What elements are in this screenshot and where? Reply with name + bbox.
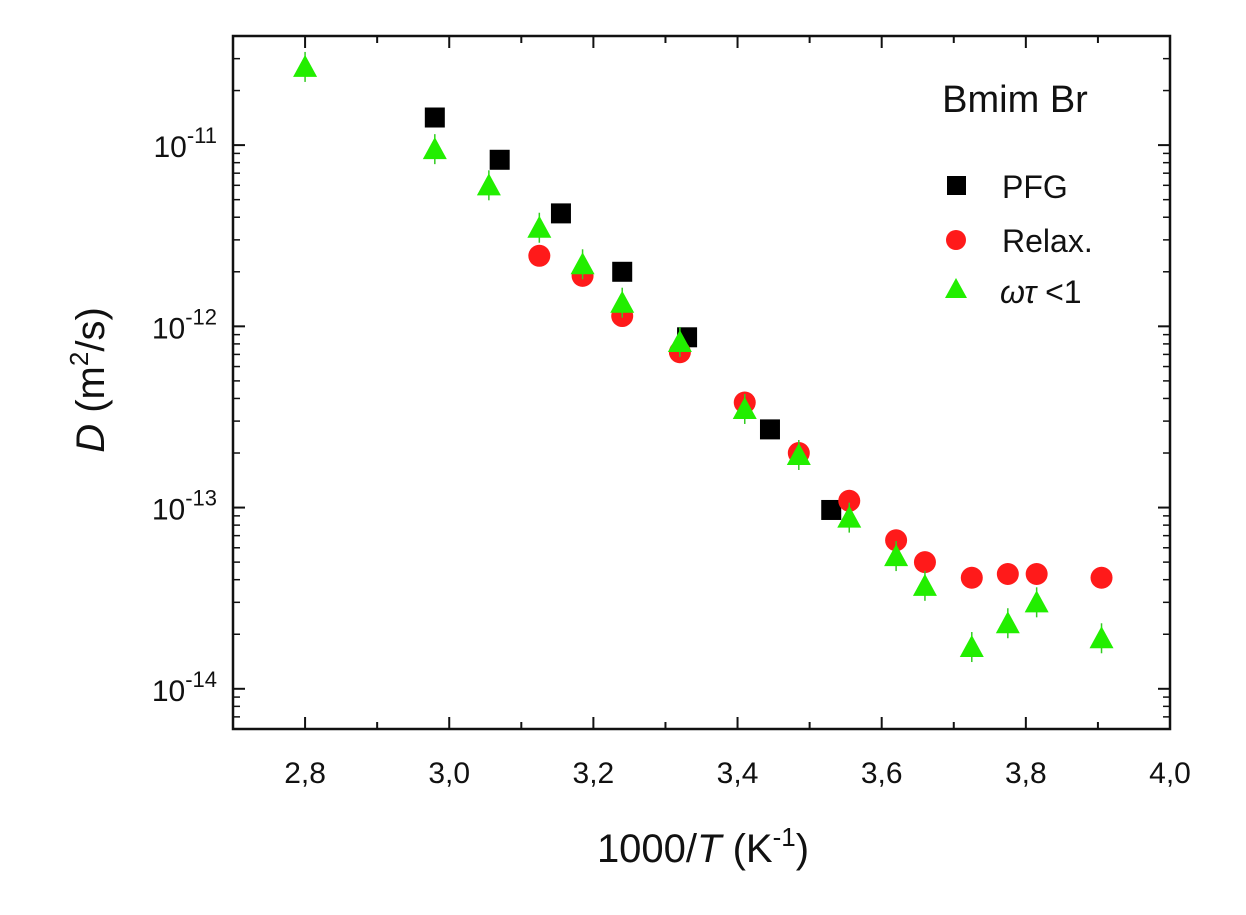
omega-tau-point [1024, 590, 1049, 613]
y-tick-label-base: 10 [152, 312, 185, 345]
x-tick-label: 3,4 [717, 757, 759, 790]
y-tick-label-exponent: -14 [185, 667, 217, 692]
y-tick-label: 10-13 [152, 486, 217, 527]
omega-tau-point [837, 505, 862, 528]
x-tick-label: 3,8 [1005, 757, 1047, 790]
x-axis-label: 1000/T (K-1) [597, 822, 809, 871]
relax-point [913, 551, 936, 574]
y-axis-label-unit-exponent: 2 [64, 352, 94, 366]
relax-point [1025, 562, 1048, 585]
legend-label-omega-tau: ωτ <1 [1000, 274, 1082, 310]
relax-point [960, 566, 983, 589]
x-tick-label: 4,0 [1149, 757, 1191, 790]
relax-point [1090, 566, 1113, 589]
omega-tau-point [959, 635, 984, 658]
axis-ticks: 2,8 3,0 3,2 3,4 3,6 3,8 4,010-1110-1210-1310-1… [152, 35, 1191, 790]
x-axis-label-unit-close: ) [796, 827, 809, 871]
omega-tau-point [667, 329, 692, 352]
legend: PFG Relax. ωτ <1 [945, 169, 1093, 310]
legend-marker-omega-tau [945, 278, 967, 298]
omega-tau-point [786, 443, 811, 466]
relax-point [996, 562, 1019, 585]
y-axis-label-variable: D [69, 424, 113, 453]
x-tick-label: 3,6 [861, 757, 903, 790]
legend-marker-pfg [947, 176, 966, 195]
plot-frame [231, 34, 1172, 731]
y-tick-label-exponent: -12 [185, 304, 217, 329]
y-tick-label-exponent: -13 [185, 486, 217, 511]
y-axis-label-unit-open: (m [69, 366, 113, 424]
relax-point [528, 244, 551, 267]
data-marks [293, 51, 1114, 663]
omega-tau-point [570, 252, 595, 275]
pfg-point [821, 499, 842, 520]
omega-tau-point [610, 290, 635, 313]
omega-tau-point [293, 54, 318, 77]
pfg-point [489, 149, 510, 170]
legend-marker-relax [946, 230, 966, 250]
legend-label-pfg: PFG [1002, 169, 1068, 205]
x-tick-label: 3,2 [573, 757, 615, 790]
y-axis-label: D (m2/s) [64, 307, 113, 453]
y-tick-label: 10-11 [153, 123, 217, 164]
x-tick-label: 3,0 [428, 757, 470, 790]
omega-tau-point [995, 611, 1020, 634]
x-axis-label-unit-exponent: -1 [773, 822, 796, 852]
pfg-point [612, 261, 633, 282]
y-tick-label-base: 10 [152, 494, 185, 527]
omega-tau-point [422, 137, 447, 160]
omega-tau-point [732, 396, 757, 419]
chart-annotation: Bmim Br [942, 79, 1088, 121]
y-tick-label-base: 10 [153, 131, 186, 164]
y-tick-label: 10-14 [152, 667, 217, 708]
pfg-point [759, 419, 780, 440]
omega-tau-point [476, 173, 501, 196]
legend-label-relax: Relax. [1002, 223, 1093, 259]
x-axis-label-prefix: 1000/ [597, 827, 698, 871]
legend-label-omega-tau-rest: <1 [1036, 274, 1081, 310]
legend-label-omega-tau-symbols: ωτ [1000, 274, 1038, 310]
x-tick-label: 2,8 [284, 757, 326, 790]
y-tick-label-exponent: -11 [187, 123, 217, 148]
x-axis-label-variable: T [697, 827, 724, 871]
y-tick-label-base: 10 [152, 675, 185, 708]
omega-tau-point [527, 215, 552, 238]
omega-tau-point [1089, 626, 1114, 649]
x-axis-label-unit-open: (K [721, 827, 772, 871]
y-axis-label-unit-close: /s) [69, 307, 113, 351]
relax-point [885, 529, 908, 552]
omega-tau-point [884, 544, 909, 567]
omega-tau-point [912, 573, 937, 596]
pfg-point [424, 107, 445, 128]
y-tick-label: 10-12 [152, 304, 217, 345]
relax-point [838, 489, 861, 512]
pfg-point [550, 203, 571, 224]
